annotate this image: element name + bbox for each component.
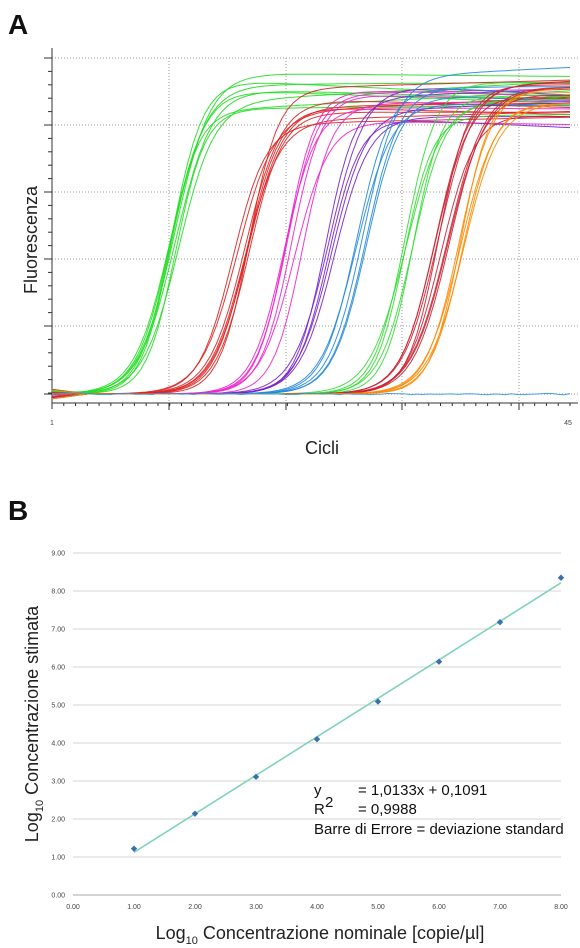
y-tick-label: 2.00 (51, 817, 65, 824)
amplification-curve (51, 95, 571, 395)
x-tick-label: 45 (564, 420, 572, 427)
trendline (133, 582, 562, 854)
x-tick-label: 8.00 (554, 904, 568, 911)
x-axis-title: Cicli (305, 438, 339, 458)
x-tick-label: 1 (50, 420, 54, 427)
data-points (130, 574, 565, 852)
x-axis-title-rest: Concentrazione nominale [copie/µl] (198, 923, 485, 943)
y-tick-label: 4.00 (51, 741, 65, 748)
amplification-curve (51, 82, 571, 395)
amplification-curve (51, 81, 571, 395)
amplification-curve (51, 88, 571, 399)
equation-y-value: = 1,0133x + 0,1091 (358, 782, 487, 799)
equation-box: y = 1,0133x + 0,1091 R 2 = 0,9988 Barre di Er… (314, 782, 564, 838)
y-tick-label: 5.00 (51, 703, 65, 710)
amplification-curve (51, 392, 571, 396)
amplification-curve (51, 97, 571, 395)
amplification-curve (51, 97, 571, 395)
amplification-curve (51, 121, 571, 398)
error-bar-note: Barre di Errore = deviazione standard (314, 821, 564, 838)
amplification-curve (51, 111, 570, 396)
x-tick-label: 2.00 (188, 904, 202, 911)
amplification-curve (51, 73, 570, 394)
amplification-curve (51, 120, 571, 396)
amplification-curve (51, 81, 570, 395)
x-axis-title-log: Log (156, 923, 186, 943)
trendline-line (133, 582, 562, 854)
amplification-curve (51, 95, 571, 395)
amplification-curve (51, 84, 570, 396)
amplification-curve (51, 87, 571, 398)
amplification-curve (51, 94, 571, 395)
amplification-curve (51, 80, 571, 395)
amplification-curve (52, 103, 571, 395)
panel-a-label: A (8, 9, 28, 40)
y-axis-title-rest: Concentrazione stimata (22, 605, 42, 800)
amplification-curve (51, 82, 571, 396)
y-axis-title-sub: 10 (34, 800, 46, 812)
y-tick-label: 8.00 (51, 589, 65, 596)
amplification-curve (51, 103, 571, 400)
amplification-curve (51, 114, 570, 395)
amplification-curve (51, 90, 571, 399)
amplification-curve (51, 80, 571, 395)
amplification-curve (52, 87, 571, 395)
amplification-axes: 1 45 (44, 48, 578, 427)
standard-curve-tick-labels: 0.00 1.00 2.00 3.00 4.00 5.00 6.00 7.00 8.00 9.00… (51, 551, 568, 912)
amplification-curve (51, 103, 571, 400)
x-tick-label: 0.00 (66, 904, 80, 911)
amplification-curve (51, 103, 571, 400)
amplification-curve (51, 110, 571, 395)
amplification-curve (51, 88, 571, 395)
x-tick-label: 5.00 (371, 904, 385, 911)
y-axis-title-log: Log (22, 812, 42, 842)
x-tick-label: 7.00 (493, 904, 507, 911)
amplification-chart: A 1 45 Cicli Fluorescenza (8, 9, 578, 458)
y-tick-label: 6.00 (51, 665, 65, 672)
standard-curve-chart: B 0.00 1.00 2.00 3.00 4.00 5.00 6.00 7.00 8.00 9.… (8, 495, 568, 947)
panel-b-label: B (8, 495, 28, 526)
equation-r2-value: = 0,9988 (358, 801, 417, 818)
y-tick-label: 7.00 (51, 627, 65, 634)
y-axis-title: Fluorescenza (21, 185, 41, 294)
x-axis-title-sub: 10 (186, 935, 198, 947)
data-point (191, 810, 199, 817)
data-point (130, 845, 138, 852)
data-point (313, 736, 321, 743)
equation-r2-superscript: 2 (325, 794, 333, 811)
x-tick-label: 6.00 (432, 904, 446, 911)
amplification-curves (51, 66, 571, 400)
equation-y-label: y (314, 782, 322, 799)
x-tick-label: 4.00 (310, 904, 324, 911)
x-axis-title: Log10 Concentrazione nominale [copie/µl] (156, 923, 485, 947)
amplification-curve (51, 94, 571, 395)
y-axis-title: Log10 Concentrazione stimata (22, 605, 46, 842)
y-tick-label: 1.00 (51, 855, 65, 862)
y-tick-label: 0.00 (51, 893, 65, 900)
equation-r2-label: R (314, 801, 325, 818)
amplification-curve (51, 86, 570, 395)
amplification-curve (51, 88, 571, 399)
amplification-curve (51, 88, 571, 395)
data-point (435, 658, 443, 665)
amplification-curve (51, 91, 571, 400)
standard-curve-grid (73, 552, 561, 896)
x-tick-label: 3.00 (249, 904, 263, 911)
amplification-curve (51, 104, 571, 396)
x-tick-label: 1.00 (127, 904, 141, 911)
amplification-curve (51, 89, 571, 395)
y-tick-label: 3.00 (51, 779, 65, 786)
data-point (557, 574, 565, 581)
y-tick-label: 9.00 (51, 551, 65, 558)
